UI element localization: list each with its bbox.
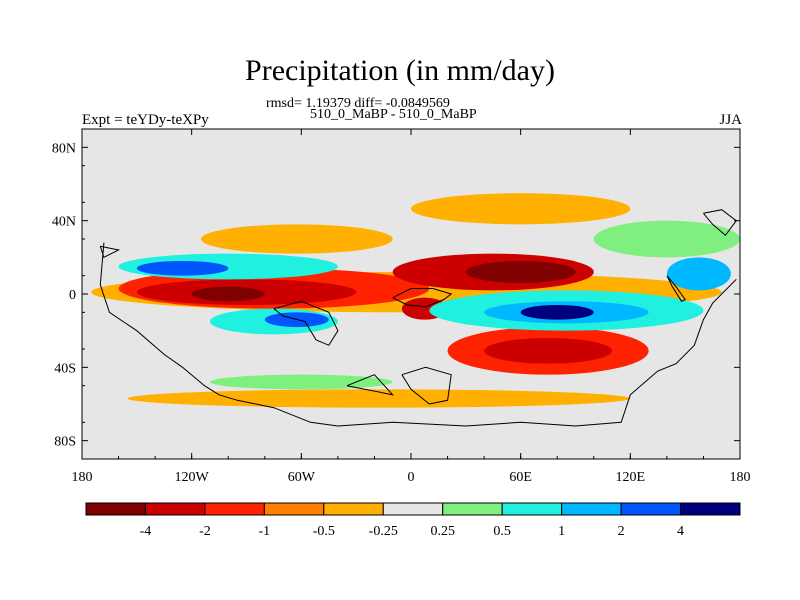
coastline-5: [666, 275, 686, 302]
x-axis: 180 120W 60W 0 60E 120E 180: [72, 129, 751, 485]
anomaly-region-1: [200, 224, 393, 254]
y-tick-label: 40S: [54, 361, 76, 376]
anomaly-region-5: [191, 286, 265, 302]
colorbar-swatch: [442, 502, 503, 516]
anomaly-region-17: [520, 305, 594, 320]
colorbar-swatch: [144, 502, 206, 516]
runs-label: 510_0_MaBP - 510_0_MaBP: [310, 107, 477, 122]
coastline-6: [703, 209, 737, 237]
stats-label: rmsd= 1.19379 diff= -0.0849569: [266, 96, 450, 111]
colorbar-swatch: [382, 502, 444, 516]
season-label: JJA: [719, 112, 742, 128]
colorbar-label: -2: [199, 524, 211, 539]
y-tick-label: 0: [69, 288, 76, 303]
colorbar-swatch: [85, 502, 146, 516]
x-tick-label: 180: [730, 470, 751, 485]
x-tick-label: 60E: [509, 470, 532, 485]
colorbar-swatch: [561, 502, 622, 516]
anomaly-region-19: [593, 220, 740, 258]
anomaly-region-12: [136, 261, 229, 276]
anomaly-region-2: [411, 193, 631, 225]
x-tick-label: 120W: [175, 470, 210, 485]
y-tick-label: 80N: [52, 141, 76, 156]
anomaly-region-10: [484, 338, 613, 364]
x-tick-label: 0: [408, 470, 415, 485]
map-regions: [91, 193, 740, 408]
colorbar-label: 1: [558, 524, 565, 539]
x-tick-label: 180: [72, 470, 93, 485]
colorbar-swatch: [620, 502, 682, 516]
colorbar-swatch: [204, 502, 265, 516]
x-tick-label: 120E: [616, 470, 646, 485]
colorbar-swatch: [263, 502, 325, 516]
colorbar-label: 0.25: [430, 524, 455, 539]
y-tick-label: 80S: [54, 435, 76, 450]
coastline-4: [392, 288, 453, 308]
colorbar-label: 2: [618, 524, 625, 539]
colorbar-label: -4: [140, 524, 152, 539]
colorbar-swatch: [501, 502, 563, 516]
colorbar-label: -1: [259, 524, 271, 539]
coastline-0: [99, 242, 737, 427]
colorbar-swatch: [323, 502, 384, 516]
y-tick-label: 40N: [52, 215, 76, 230]
anomaly-region-18: [666, 257, 731, 291]
anomaly-region-7: [465, 261, 576, 283]
colorbar-label: 0.5: [493, 524, 511, 539]
colorbar-label: -0.5: [313, 524, 335, 539]
chart-title: Precipitation (in mm/day): [245, 54, 555, 87]
colorbar-label: 4: [677, 524, 684, 539]
colorbar-swatch: [680, 502, 741, 516]
colorbar: -4 -2 -1 -0.5 -0.25 0.25 0.5 1 2 4: [85, 502, 741, 539]
colorbar-label: -0.25: [369, 524, 398, 539]
coastline-1: [273, 300, 339, 346]
experiment-label: Expt = teYDy-teXPy: [82, 112, 209, 128]
coastline-3: [401, 366, 452, 405]
map-coastlines: [99, 209, 737, 427]
anomaly-region-21: [209, 374, 393, 390]
x-tick-label: 60W: [288, 470, 316, 485]
y-axis: 80N 40N 0 40S 80S: [52, 128, 740, 460]
coastline-7: [99, 245, 121, 259]
coastline-2: [346, 374, 395, 396]
